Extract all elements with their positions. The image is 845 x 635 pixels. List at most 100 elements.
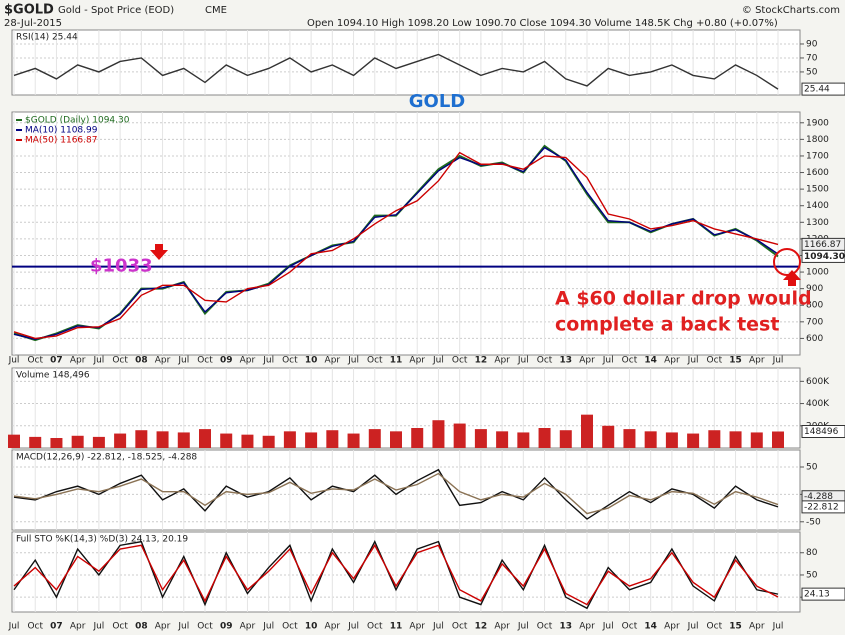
quote: Open 1094.10 High 1098.20 Low 1090.70 Cl…	[307, 18, 778, 29]
y-tick-label: 1400	[806, 201, 829, 211]
x-tick-label: Oct	[707, 356, 723, 366]
volume-bar	[602, 425, 615, 448]
series-line	[13, 543, 779, 606]
marker-shape	[783, 270, 801, 286]
volume-bar	[92, 436, 105, 448]
x-tick-label: Oct	[112, 356, 128, 366]
x-tick-label: Apr	[579, 356, 595, 366]
y-tick-label: 400K	[806, 399, 830, 409]
x-tick-label: Apr	[494, 622, 510, 632]
x-tick-label: Apr	[325, 356, 341, 366]
x-tick-label: 10	[305, 356, 318, 366]
x-tick-label: Jul	[687, 622, 699, 632]
value-box-label: 1166.87	[804, 240, 841, 250]
value-box-label: -22.812	[804, 502, 839, 512]
annotation: complete a back test	[555, 314, 779, 336]
volume-bar	[305, 432, 318, 448]
value-box-label: 148496	[804, 427, 839, 437]
x-tick-label: Oct	[622, 356, 638, 366]
x-tick-label: Apr	[579, 622, 595, 632]
x-tick-label: Apr	[70, 356, 86, 366]
x-tick-label: Jul	[177, 356, 189, 366]
panel	[11, 111, 801, 356]
volume-bar	[581, 414, 593, 448]
x-tick-label: Jul	[432, 622, 444, 632]
volume-bar	[496, 431, 509, 448]
panel	[11, 367, 801, 449]
volume-bar	[8, 434, 20, 448]
x-tick-label: Oct	[707, 622, 723, 632]
exchange: CME	[205, 5, 227, 16]
volume-bar	[220, 433, 233, 448]
x-tick-label: Apr	[409, 356, 425, 366]
x-tick-label: Oct	[452, 356, 468, 366]
value-box-label: 25.44	[804, 85, 830, 95]
x-tick-label: Apr	[155, 622, 171, 632]
volume-bar	[71, 435, 84, 448]
value-box-label: 24.13	[804, 590, 830, 600]
volume-bar	[368, 429, 381, 448]
value-box	[801, 249, 845, 263]
x-tick-label: Oct	[282, 356, 298, 366]
y-tick-label: 1500	[806, 185, 829, 195]
y-tick-label: 1900	[806, 118, 829, 128]
volume-bar	[199, 429, 211, 448]
volume-bar	[729, 431, 742, 448]
volume-bar	[623, 429, 636, 448]
legend-label: MA(50) 1166.87	[25, 136, 97, 146]
price-panel-title: GOLD	[409, 91, 466, 112]
x-tick-label: Apr	[240, 356, 256, 366]
volume-bar	[135, 430, 148, 448]
y-tick-label: -50	[806, 517, 821, 527]
volume-bar	[453, 423, 466, 448]
volume-bar	[517, 432, 530, 448]
x-tick-label: Oct	[537, 356, 553, 366]
date: 28-Jul-2015	[4, 18, 62, 29]
x-tick-label: Oct	[27, 356, 43, 366]
marker-shape	[773, 248, 801, 276]
series-line	[13, 53, 779, 90]
x-tick-label: Jul	[92, 622, 104, 632]
x-tick-label: 09	[220, 356, 233, 366]
x-tick-label: Oct	[197, 622, 213, 632]
series-line	[13, 472, 779, 515]
volume-bar	[50, 438, 63, 448]
x-tick-label: 13	[560, 622, 573, 632]
volume-bar	[750, 432, 763, 448]
x-tick-label: Apr	[749, 622, 765, 632]
y-tick-label: 1600	[806, 168, 829, 178]
panel-title: Volume 148,496	[16, 371, 90, 381]
volume-bar	[114, 433, 127, 448]
y-tick-label: 800	[806, 301, 823, 311]
x-tick-label: Jul	[8, 622, 20, 632]
y-tick-label: 50	[806, 570, 818, 580]
value-box	[801, 587, 845, 601]
volume-bar	[665, 432, 678, 448]
x-tick-label: 15	[729, 622, 742, 632]
x-tick-label: Oct	[452, 622, 468, 632]
series-line	[13, 468, 779, 520]
volume-bar	[687, 433, 700, 448]
volume-bar	[29, 436, 42, 448]
volume-bar	[156, 431, 169, 448]
x-tick-label: Jul	[347, 622, 359, 632]
value-box	[801, 82, 845, 96]
x-tick-label: Oct	[27, 622, 43, 632]
x-tick-label: Jul	[602, 356, 614, 366]
x-tick-label: Oct	[367, 356, 383, 366]
value-box	[801, 500, 845, 514]
volume-bar	[326, 430, 339, 448]
volume-bar	[241, 434, 254, 448]
x-tick-label: 14	[644, 622, 657, 632]
y-tick-label: 1000	[806, 268, 829, 278]
series-line	[13, 151, 779, 340]
decorations	[150, 244, 801, 286]
x-tick-label: Jul	[8, 356, 20, 366]
x-tick-label: Apr	[325, 622, 341, 632]
x-tick-label: Jul	[262, 356, 274, 366]
x-tick-label: Jul	[262, 622, 274, 632]
y-tick-label: 1700	[806, 151, 829, 161]
x-tick-label: 07	[50, 622, 63, 632]
